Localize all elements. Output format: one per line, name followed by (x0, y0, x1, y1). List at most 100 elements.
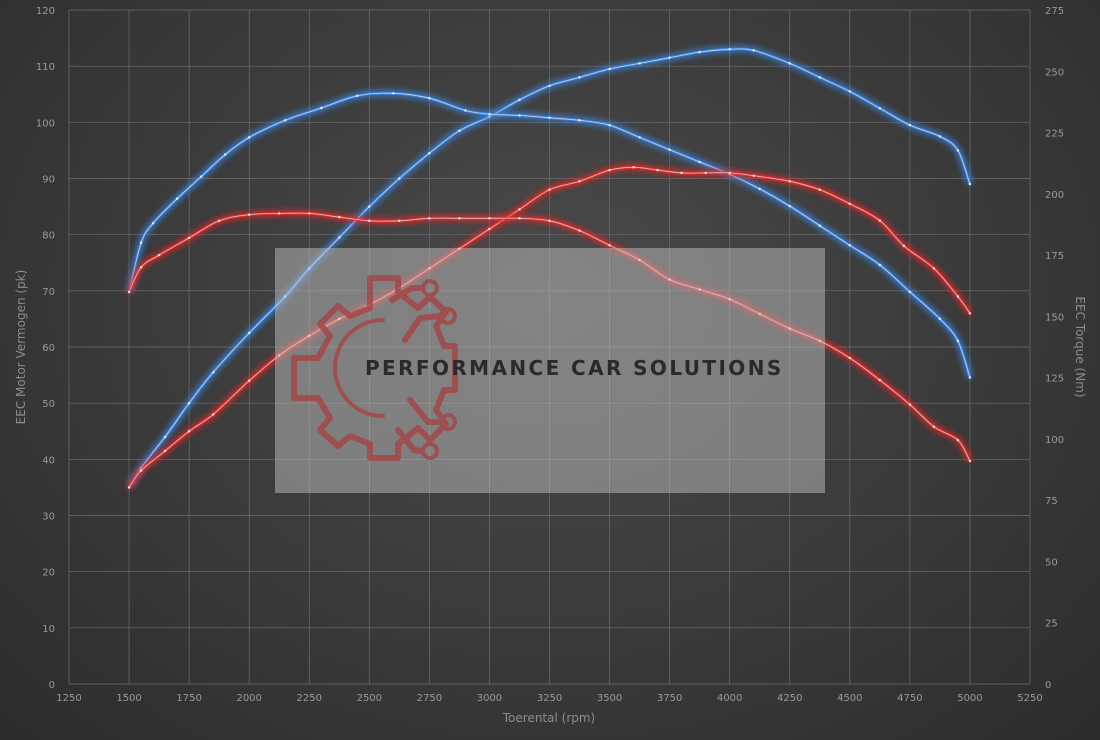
data-point (578, 76, 581, 79)
data-point (548, 116, 551, 120)
y-right-tick-label: 50 (1045, 557, 1058, 568)
data-point (578, 180, 581, 183)
y-right-tick-label: 175 (1045, 251, 1064, 262)
data-point (968, 376, 972, 379)
data-point (956, 149, 960, 152)
data-point (151, 222, 155, 225)
series-highlight (128, 166, 971, 488)
data-point (932, 267, 936, 270)
data-point (956, 295, 960, 298)
y-right-tick-label: 275 (1045, 6, 1064, 17)
x-tick-label: 2000 (236, 693, 261, 704)
data-point (428, 217, 431, 220)
data-point (848, 202, 851, 205)
y-axis-title-left: EEC Motor Vermogen (pk) (14, 270, 28, 425)
x-tick-label: 1250 (56, 693, 81, 704)
x-tick-label: 1500 (116, 693, 141, 704)
data-point (458, 217, 461, 220)
y-right-tick-label: 225 (1045, 129, 1064, 140)
data-point (368, 205, 371, 208)
data-point (392, 92, 395, 95)
data-point (157, 253, 161, 257)
data-point (704, 171, 707, 175)
data-point (458, 129, 461, 132)
x-tick-label: 3000 (477, 693, 502, 704)
y-left-tick-label: 20 (42, 568, 55, 579)
series-1 (126, 90, 973, 379)
data-point (398, 219, 401, 222)
y-axis-title-right: EEC Torque (Nm) (1073, 296, 1087, 397)
x-tick-label: 3750 (657, 693, 682, 704)
data-point (608, 124, 611, 127)
data-point (248, 331, 251, 335)
data-point (248, 136, 251, 139)
data-point (127, 486, 131, 489)
y-right-tick-label: 75 (1045, 496, 1058, 507)
data-point (212, 413, 215, 416)
data-point (578, 229, 581, 232)
data-point (548, 219, 551, 222)
data-point (878, 263, 881, 267)
x-tick-label: 4750 (897, 693, 922, 704)
data-point (932, 425, 936, 428)
y-left-tick-label: 10 (42, 624, 55, 635)
data-point (902, 244, 906, 248)
data-point (698, 160, 701, 164)
data-point (656, 168, 659, 172)
y-right-tick-label: 125 (1045, 374, 1064, 385)
data-point (638, 62, 641, 65)
data-point (338, 236, 341, 239)
data-point (308, 212, 311, 215)
x-tick-label: 3250 (537, 693, 562, 704)
data-point (488, 113, 491, 116)
y-left-tick-label: 0 (49, 680, 55, 691)
x-tick-label: 4000 (717, 693, 742, 704)
data-point (968, 312, 972, 315)
x-tick-label: 2750 (417, 693, 442, 704)
data-point (908, 403, 912, 406)
data-point (878, 378, 881, 382)
data-point (518, 208, 521, 211)
y-left-tick-label: 40 (42, 455, 55, 466)
x-tick-label: 4250 (777, 693, 802, 704)
data-point (752, 174, 755, 177)
data-point (548, 84, 551, 88)
y-left-tick-label: 30 (42, 512, 55, 523)
data-point (224, 153, 227, 156)
x-tick-label: 2500 (357, 693, 382, 704)
data-point (187, 430, 191, 433)
data-point (638, 136, 641, 139)
data-point (728, 48, 731, 51)
x-tick-label: 4500 (837, 693, 862, 704)
data-point (788, 180, 791, 183)
data-point (668, 56, 671, 59)
x-tick-label: 5250 (1017, 693, 1042, 704)
data-point (187, 402, 191, 405)
data-point (878, 107, 881, 110)
data-point (938, 135, 942, 138)
y-left-tick-label: 90 (42, 175, 55, 186)
axis-ticks: 1250 1500 1750 2000 2250 2500 2750 3000 3250 3500… (36, 6, 1064, 704)
data-point (908, 290, 912, 294)
data-point (668, 148, 671, 151)
data-point (518, 98, 521, 102)
y-right-tick-label: 150 (1045, 312, 1064, 323)
y-left-tick-label: 110 (36, 62, 55, 73)
data-point (199, 175, 203, 178)
data-point (428, 152, 431, 155)
data-point (818, 224, 821, 227)
data-point (248, 379, 251, 382)
data-point (139, 241, 143, 244)
data-point (518, 114, 521, 117)
data-point (608, 67, 611, 71)
y-left-tick-label: 100 (36, 118, 55, 129)
gear-circuit-logo-icon (291, 275, 458, 461)
series-3 (126, 210, 973, 463)
data-point (175, 197, 179, 200)
data-point (398, 177, 401, 180)
y-right-tick-label: 200 (1045, 190, 1064, 201)
data-point (938, 317, 942, 320)
data-point (428, 97, 431, 100)
data-point (356, 94, 359, 98)
